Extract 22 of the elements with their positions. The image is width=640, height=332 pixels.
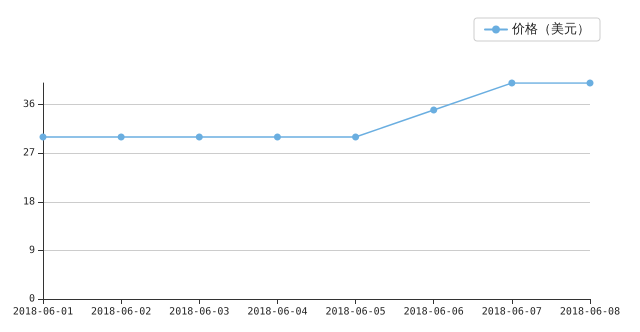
y-tick-label: 18 <box>22 196 35 208</box>
point <box>196 134 203 140</box>
y-tick-label: 36 <box>22 99 35 110</box>
point <box>586 80 594 86</box>
legend-label: 价格（美元） <box>511 21 590 37</box>
x-tick-label: 2018-06-03 <box>169 306 230 318</box>
y-tick-label: 0 <box>28 294 35 304</box>
point <box>118 134 125 140</box>
x-tick-label: 2018-06-06 <box>404 306 464 318</box>
point <box>508 80 516 86</box>
y-tick-label: 27 <box>22 148 35 159</box>
point <box>274 134 281 140</box>
point <box>430 106 438 114</box>
x-tick-label: 2018-06-08 <box>560 306 620 318</box>
x-tick-label: 2018-06-05 <box>325 306 386 318</box>
y-tick-label: 9 <box>28 244 35 256</box>
x-tick-label: 2018-06-07 <box>482 306 542 318</box>
point <box>352 134 360 140</box>
x-tick-label: 2018-06-02 <box>91 306 152 318</box>
x-tick-label: 2018-06-01 <box>12 306 74 318</box>
x-tick-label: 2018-06-04 <box>247 306 308 318</box>
point <box>40 134 46 140</box>
